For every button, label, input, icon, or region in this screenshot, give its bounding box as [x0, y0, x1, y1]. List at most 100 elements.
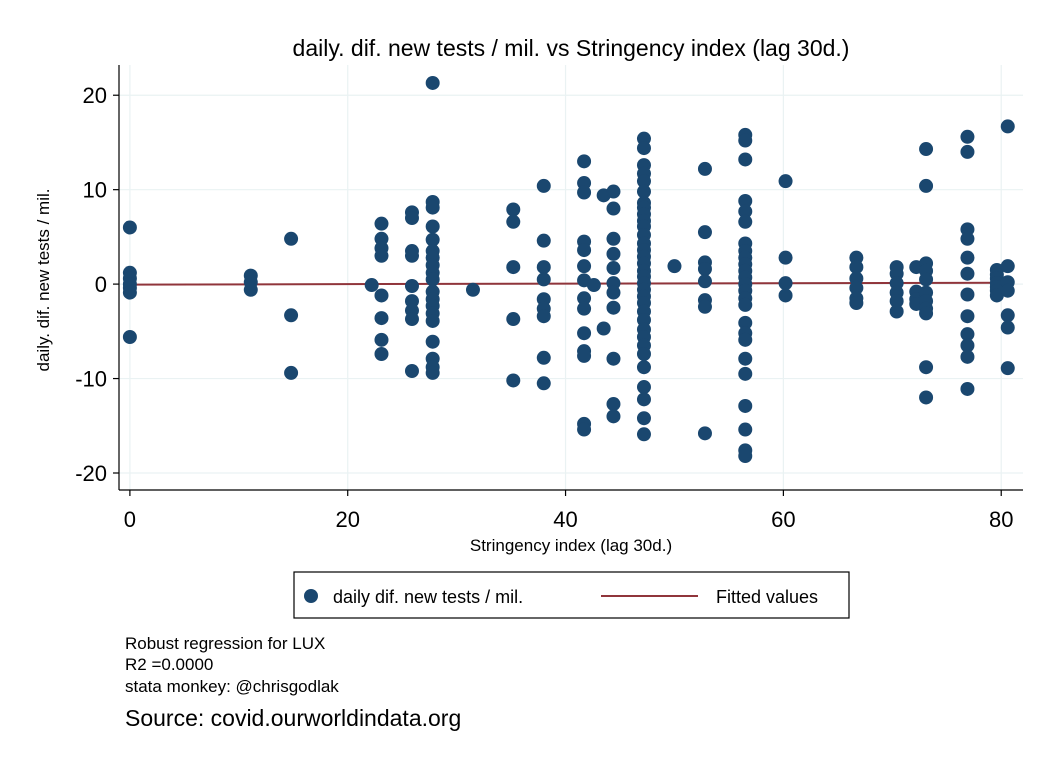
- source-note: Source: covid.ourworldindata.org: [125, 705, 462, 731]
- data-point: [738, 297, 753, 312]
- data-point: [425, 232, 440, 247]
- data-point: [374, 288, 389, 303]
- data-point: [606, 261, 621, 276]
- data-point: [577, 301, 592, 316]
- x-axis-label: Stringency index (lag 30d.): [470, 536, 672, 555]
- data-point: [606, 201, 621, 216]
- data-point: [404, 211, 419, 225]
- data-point: [606, 351, 621, 366]
- data-point: [425, 200, 440, 215]
- data-point: [577, 243, 592, 258]
- data-point: [606, 397, 621, 412]
- data-point: [404, 312, 419, 327]
- y-tick-label: -20: [75, 461, 107, 486]
- note-r2: R2 =0.0000: [125, 655, 214, 674]
- data-point: [596, 321, 611, 336]
- data-point: [667, 259, 682, 274]
- data-point: [122, 285, 137, 300]
- data-point: [919, 306, 934, 321]
- y-tick-label: 0: [95, 272, 107, 297]
- data-point: [577, 348, 592, 363]
- data-point: [506, 373, 521, 388]
- data-point: [606, 246, 621, 261]
- data-point: [738, 133, 753, 148]
- data-point: [536, 376, 551, 391]
- data-point: [738, 315, 753, 330]
- data-point: [404, 279, 419, 293]
- data-point: [425, 272, 440, 287]
- data-point: [536, 350, 551, 365]
- data-point: [636, 184, 651, 199]
- data-point: [506, 260, 521, 275]
- data-point: [738, 449, 753, 463]
- x-tick-label: 40: [553, 507, 577, 532]
- data-point: [738, 398, 753, 413]
- data-point: [374, 248, 389, 263]
- data-point: [960, 129, 975, 144]
- data-point: [849, 296, 864, 310]
- data-point: [636, 427, 651, 442]
- legend-label-fit: Fitted values: [716, 587, 818, 607]
- y-tick-label: 20: [83, 83, 107, 108]
- data-point: [577, 326, 592, 341]
- points-layer: [122, 75, 1015, 463]
- data-point: [960, 144, 975, 159]
- data-point: [1000, 283, 1015, 298]
- data-point: [536, 309, 551, 324]
- data-point: [960, 309, 975, 324]
- data-point: [606, 231, 621, 246]
- data-point: [506, 202, 521, 217]
- axes: 20 10 0 -10 -20 0 20 40 60 80: [75, 65, 1023, 532]
- data-point: [577, 259, 592, 274]
- data-point: [889, 304, 904, 319]
- legend: daily dif. new tests / mil. Fitted value…: [293, 571, 850, 619]
- data-point: [374, 347, 389, 361]
- note-credit: stata monkey: @chrisgodlak: [125, 677, 339, 696]
- data-point: [606, 300, 621, 315]
- data-point: [425, 75, 440, 90]
- data-point: [536, 260, 551, 275]
- data-point: [919, 178, 934, 193]
- data-point: [697, 225, 712, 240]
- legend-label-points: daily dif. new tests / mil.: [333, 587, 523, 607]
- data-point: [778, 250, 793, 265]
- data-point: [636, 360, 651, 375]
- y-tick-label: 10: [83, 178, 107, 203]
- data-point: [778, 174, 793, 189]
- data-point: [960, 349, 975, 364]
- data-point: [1000, 361, 1015, 376]
- data-point: [738, 204, 753, 219]
- legend-box: [293, 571, 850, 619]
- data-point: [636, 380, 651, 395]
- data-point: [374, 332, 389, 347]
- note-regression: Robust regression for LUX: [125, 634, 326, 653]
- data-point: [636, 347, 651, 361]
- data-point: [374, 216, 389, 231]
- data-point: [425, 313, 440, 328]
- data-point: [536, 178, 551, 193]
- data-point: [425, 219, 440, 234]
- data-point: [536, 272, 551, 287]
- data-point: [1000, 259, 1015, 274]
- x-tick-label: 0: [124, 507, 136, 532]
- y-axis-label: daily. dif. new tests / mil.: [34, 189, 53, 372]
- data-point: [919, 390, 934, 405]
- data-point: [697, 274, 712, 289]
- data-point: [506, 214, 521, 229]
- data-point: [577, 154, 592, 169]
- data-point: [778, 288, 793, 303]
- data-point: [636, 141, 651, 156]
- chart-title: daily. dif. new tests / mil. vs Stringen…: [293, 35, 850, 61]
- data-point: [697, 299, 712, 314]
- data-point: [243, 282, 258, 297]
- data-point: [738, 351, 753, 366]
- data-point: [425, 365, 440, 380]
- data-point: [577, 422, 592, 437]
- data-point: [697, 262, 712, 276]
- data-point: [284, 308, 299, 323]
- data-point: [636, 392, 651, 407]
- data-point: [738, 422, 753, 437]
- data-point: [122, 330, 137, 344]
- data-point: [404, 364, 419, 378]
